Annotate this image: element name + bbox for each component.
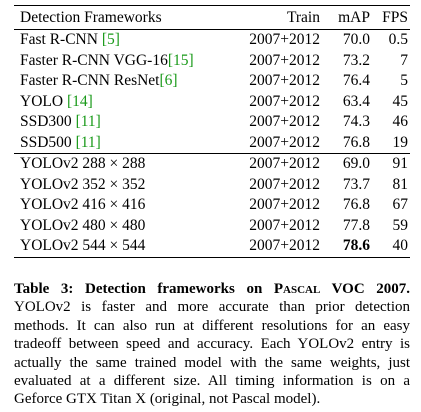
framework-name-cell: Faster R-CNN VGG-16[15] xyxy=(14,51,226,72)
train-cell: 2007+2012 xyxy=(249,133,320,151)
train-cell: 2007+2012 xyxy=(249,113,320,131)
map-cell: 63.4 xyxy=(342,92,370,110)
caption-title: Detection frameworks on Pascal VOC 2007. xyxy=(85,281,410,297)
train-cell: 2007+2012 xyxy=(249,72,320,90)
table-row: YOLOv2 416 × 416 2007+2012 76.8 67 xyxy=(14,195,410,216)
caption-title-post: VOC 2007. xyxy=(320,281,411,297)
results-table: Detection Frameworks Train mAP FPS Fast … xyxy=(14,5,410,258)
framework-name-cell: Fast R-CNN [5] xyxy=(14,30,226,51)
framework-name: Faster R-CNN VGG-16 xyxy=(20,51,168,69)
table-row: SSD300 [11] 2007+2012 74.3 46 xyxy=(14,112,410,133)
header-train: Train xyxy=(286,8,320,26)
framework-name-cell: SSD300 [11] xyxy=(14,112,226,133)
map-cell-best: 78.6 xyxy=(320,236,370,258)
map-cell: 69.0 xyxy=(320,153,370,175)
map-cell: 74.3 xyxy=(342,113,370,131)
fps-cell: 59 xyxy=(392,216,409,234)
table-row: YOLOv2 480 × 480 2007+2012 77.8 59 xyxy=(14,216,410,237)
train-cell: 2007+2012 xyxy=(226,236,320,258)
caption-title-smallcaps: Pascal xyxy=(273,281,321,297)
citation-link[interactable]: [11] xyxy=(75,113,101,131)
framework-name: SSD500 xyxy=(20,133,76,151)
fps-cell: 45 xyxy=(392,92,409,110)
fps-cell: 67 xyxy=(392,196,409,214)
table-row: YOLOv2 352 × 352 2007+2012 73.7 81 xyxy=(14,175,410,196)
prior-methods-group: Fast R-CNN [5] 2007+2012 70.0 0.5 Faster… xyxy=(14,30,410,154)
train-cell: 2007+2012 xyxy=(226,153,320,175)
fps-cell: 5 xyxy=(400,72,408,90)
map-cell: 77.8 xyxy=(342,216,370,234)
results-table-container: Detection Frameworks Train mAP FPS Fast … xyxy=(14,5,410,258)
table-row: YOLOv2 288 × 288 2007+2012 69.0 91 xyxy=(14,153,410,175)
fps-cell: 0.5 xyxy=(388,31,408,49)
framework-name-cell: Faster R-CNN ResNet[6] xyxy=(14,71,226,92)
train-cell: 2007+2012 xyxy=(249,175,320,193)
map-cell: 76.8 xyxy=(342,133,370,151)
table-row: Faster R-CNN VGG-16[15] 2007+2012 73.2 7 xyxy=(14,51,410,72)
fps-cell: 40 xyxy=(370,236,410,258)
map-cell: 76.4 xyxy=(342,72,370,90)
header-map: mAP xyxy=(338,8,370,26)
fps-cell: 81 xyxy=(392,175,409,193)
framework-name: Fast R-CNN xyxy=(20,31,102,49)
framework-name: SSD300 xyxy=(20,113,76,131)
table-row: Fast R-CNN [5] 2007+2012 70.0 0.5 xyxy=(14,30,410,51)
framework-name: YOLOv2 480 × 480 xyxy=(20,216,146,234)
table-row: YOLO [14] 2007+2012 63.4 45 xyxy=(14,92,410,113)
map-cell: 73.7 xyxy=(342,175,370,193)
framework-name-cell: SSD500 [11] xyxy=(14,133,226,154)
caption-title-pre: Detection frameworks on xyxy=(84,281,274,297)
yolov2-group: YOLOv2 288 × 288 2007+2012 69.0 91 YOLOv… xyxy=(14,153,410,258)
fps-cell: 91 xyxy=(370,153,410,175)
train-cell: 2007+2012 xyxy=(249,31,320,49)
map-cell: 76.8 xyxy=(342,196,370,214)
framework-name: YOLOv2 416 × 416 xyxy=(20,196,146,214)
citation-link[interactable]: [6] xyxy=(159,72,178,90)
fps-cell: 46 xyxy=(392,113,409,131)
framework-name-cell: YOLO [14] xyxy=(14,92,226,113)
table-row: Faster R-CNN ResNet[6] 2007+2012 76.4 5 xyxy=(14,71,410,92)
citation-link[interactable]: [5] xyxy=(101,31,120,49)
header-fps: FPS xyxy=(382,8,408,26)
framework-name: YOLO xyxy=(20,92,67,110)
train-cell: 2007+2012 xyxy=(249,51,320,69)
table-caption: Table 3: Detection frameworks on Pascal … xyxy=(14,280,410,409)
citation-link[interactable]: [11] xyxy=(75,133,101,151)
caption-body: YOLOv2 is faster and more accurate than … xyxy=(14,299,410,408)
framework-name: YOLOv2 352 × 352 xyxy=(20,175,146,193)
table-header-row: Detection Frameworks Train mAP FPS xyxy=(14,5,410,30)
train-cell: 2007+2012 xyxy=(249,216,320,234)
citation-link[interactable]: [14] xyxy=(66,92,93,110)
fps-cell: 19 xyxy=(392,133,409,151)
train-cell: 2007+2012 xyxy=(249,196,320,214)
header-frameworks: Detection Frameworks xyxy=(20,8,162,26)
table-row: YOLOv2 544 × 544 2007+2012 78.6 40 xyxy=(14,236,410,258)
map-cell: 70.0 xyxy=(342,31,370,49)
framework-name: Faster R-CNN ResNet xyxy=(20,72,160,90)
citation-link[interactable]: [15] xyxy=(167,51,194,69)
caption-label: Table 3: xyxy=(14,281,74,297)
table-row: SSD500 [11] 2007+2012 76.8 19 xyxy=(14,133,410,154)
train-cell: 2007+2012 xyxy=(249,92,320,110)
fps-cell: 7 xyxy=(400,51,408,69)
map-cell: 73.2 xyxy=(342,51,370,69)
framework-name: YOLOv2 288 × 288 xyxy=(14,153,226,175)
framework-name: YOLOv2 544 × 544 xyxy=(14,236,226,258)
